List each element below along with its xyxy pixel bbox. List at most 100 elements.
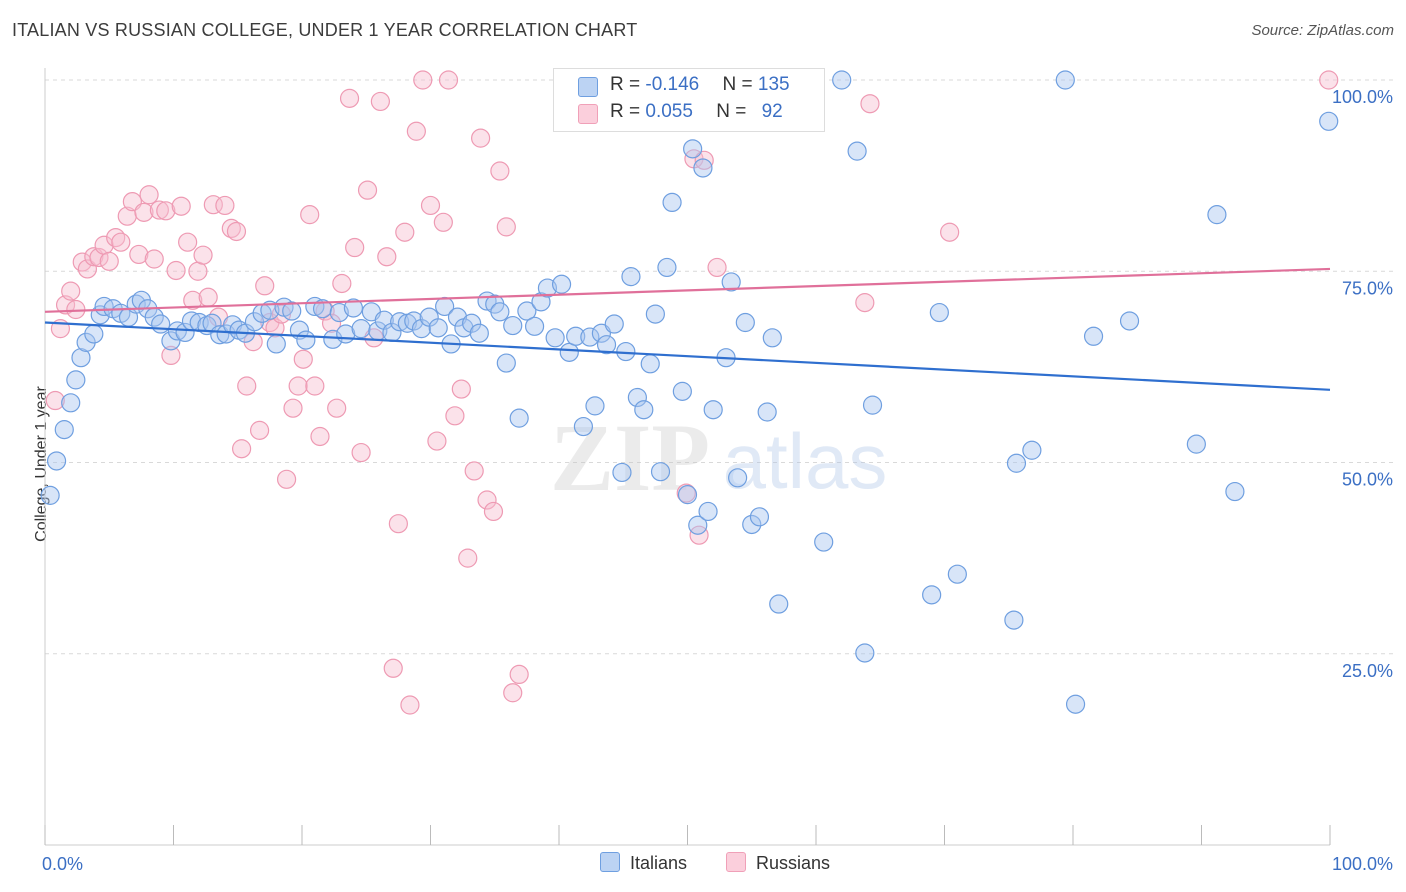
russian-point [351, 442, 371, 463]
russian-point [477, 490, 497, 510]
italian-point [524, 316, 545, 336]
russian-point [471, 128, 491, 148]
russian-point [129, 244, 149, 265]
italians-r-value: -0.146 [645, 74, 700, 95]
italian-point [612, 462, 632, 483]
italian-point [1006, 453, 1027, 473]
axes [44, 68, 1331, 846]
russian-point [438, 70, 459, 90]
italian-point [688, 515, 708, 535]
italian-point [728, 468, 748, 488]
italian-point [922, 585, 942, 605]
italian-point [54, 420, 74, 440]
russians-n-value: 92 [761, 101, 783, 122]
russian-point [149, 200, 169, 220]
italian-point [580, 327, 600, 347]
russian-point [860, 94, 880, 114]
russian-point [689, 525, 709, 545]
italian-point [573, 416, 594, 437]
russian-point [166, 260, 186, 281]
x-tick-label: 0.0% [42, 854, 83, 874]
russian-point [232, 439, 252, 459]
italian-point [329, 302, 349, 323]
legend-russians-swatch [726, 852, 746, 872]
italian-point [447, 307, 468, 327]
grid-lines [45, 79, 1395, 655]
italian-point [462, 313, 482, 333]
russian-point [345, 237, 365, 258]
italian-point [832, 70, 852, 90]
russian-point [433, 212, 453, 232]
russian-point [156, 201, 176, 221]
italian-point [1065, 694, 1086, 714]
russians-n-label: N = [716, 101, 752, 122]
italian-point [323, 329, 343, 349]
russian-point [940, 222, 960, 242]
italian-point [40, 485, 60, 505]
italian-point [742, 514, 762, 535]
italians-r-label: R = [610, 74, 646, 95]
italian-point [596, 335, 617, 355]
italians-n-value: 135 [757, 74, 790, 95]
italian-point [604, 314, 624, 334]
russian-point [445, 406, 465, 426]
italian-point [703, 400, 723, 420]
italian-point [175, 322, 195, 343]
russian-point [283, 398, 303, 418]
tick-labels: 25.0% 50.0% 75.0% 100.0% 0.0% 100.0% [42, 87, 1393, 874]
russian-point [188, 261, 208, 281]
italian-point [566, 326, 586, 346]
italian-point [585, 396, 605, 416]
russian-point [77, 259, 98, 279]
italian-point [411, 319, 432, 339]
russian-point [413, 70, 433, 90]
russian-point [305, 376, 325, 396]
italian-point [343, 298, 363, 318]
italian-point [390, 312, 410, 332]
x-tick-label: 100.0% [1332, 854, 1393, 874]
russian-point [61, 281, 81, 301]
italian-point [1207, 205, 1227, 225]
russian-point [388, 514, 408, 534]
russian-point [221, 218, 241, 239]
italian-point [749, 507, 770, 527]
italian-point [61, 393, 81, 413]
italian-point [650, 462, 671, 482]
italian-point [721, 272, 741, 292]
legend-russians-label: Russians [756, 853, 831, 873]
italian-point [662, 192, 682, 212]
russians-swatch [578, 104, 598, 124]
watermark: ZIP atlas [550, 404, 887, 511]
russian-point [171, 196, 191, 216]
russian-point [383, 658, 403, 678]
italian-point [762, 328, 782, 348]
russian-point [321, 313, 342, 333]
russian-point [377, 247, 397, 267]
italian-point [621, 267, 641, 287]
italian-point [46, 451, 67, 471]
italians-n-label: N = [722, 74, 758, 95]
italian-point [1083, 326, 1104, 346]
russian-point [420, 195, 441, 216]
russian-point [357, 180, 378, 200]
italian-point [469, 323, 489, 343]
russian-point [111, 232, 131, 252]
italian-point [428, 318, 448, 338]
russian-point [288, 376, 308, 396]
italian-point [282, 301, 302, 321]
russian-point [226, 221, 247, 242]
italian-point [537, 278, 558, 298]
italian-point [1319, 111, 1339, 131]
italian-point [640, 354, 660, 374]
italian-point [683, 139, 703, 159]
russian-point [855, 293, 875, 313]
italian-point [551, 274, 572, 294]
italians-trend-line [44, 321, 1331, 391]
italian-point [929, 302, 949, 323]
russian-point [327, 398, 347, 418]
russian-point [198, 287, 218, 307]
russian-point [183, 290, 203, 310]
italian-point [210, 325, 230, 345]
italian-point [559, 342, 579, 362]
